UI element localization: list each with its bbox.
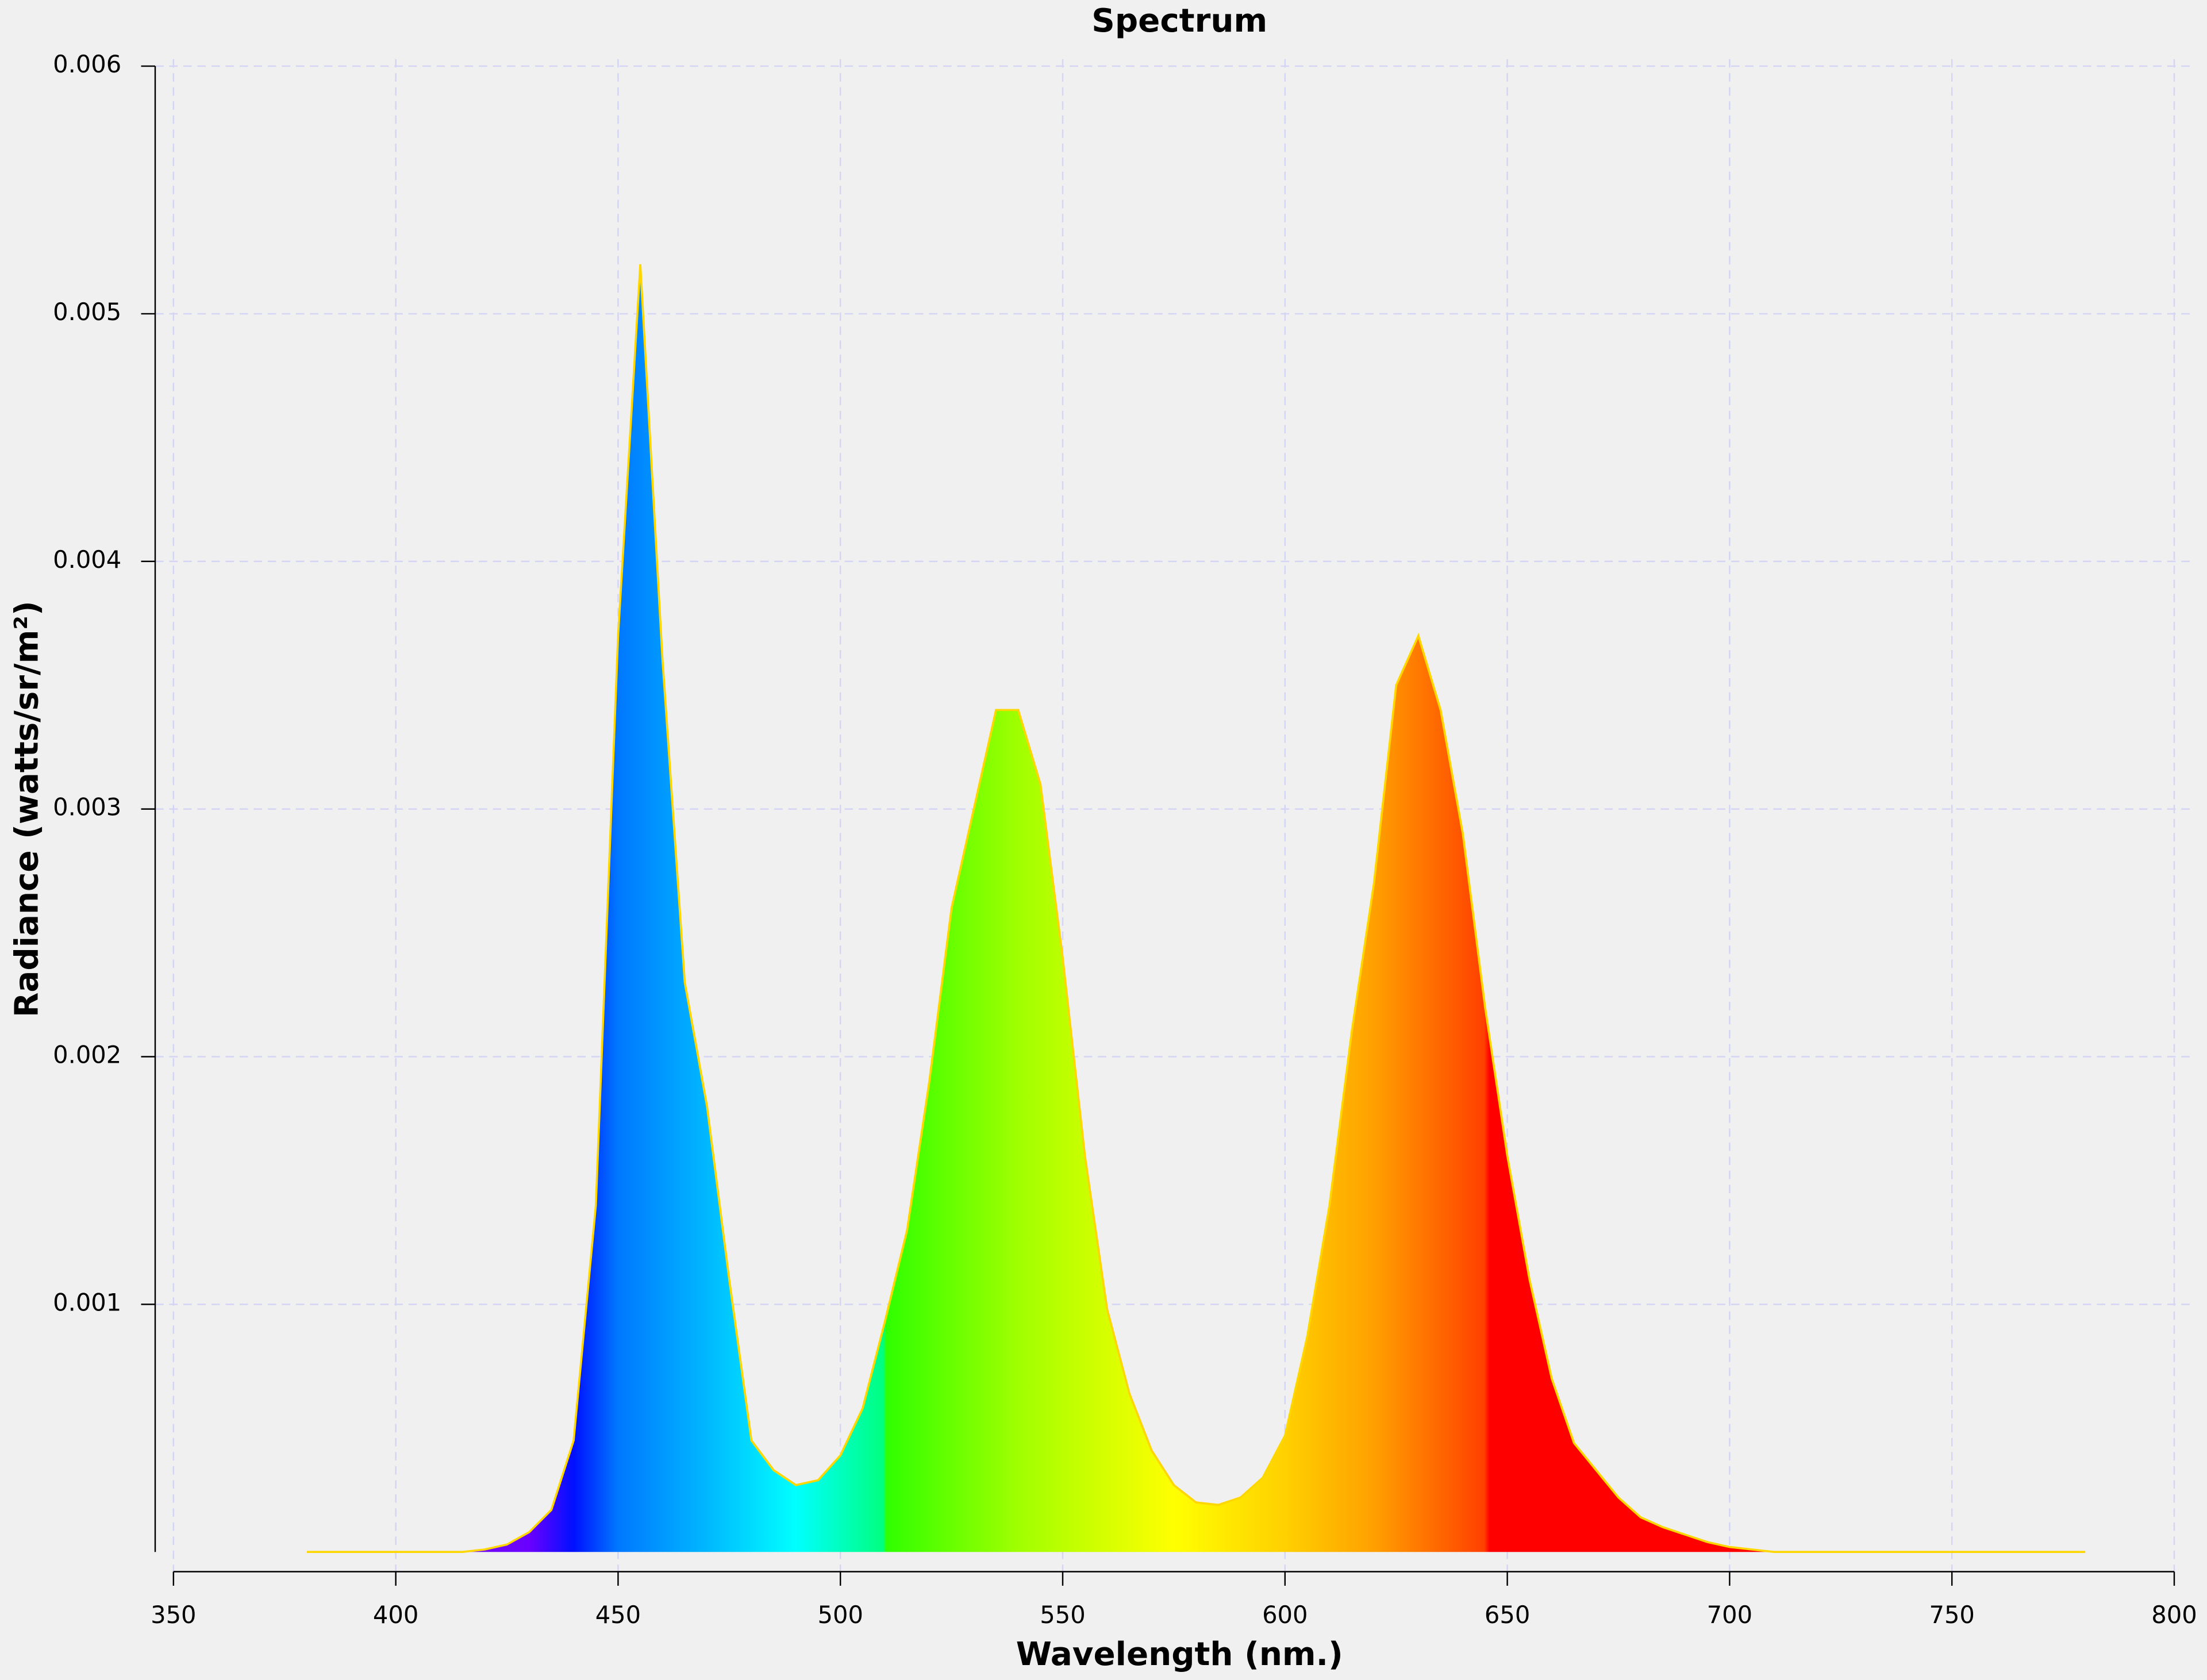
line [306, 264, 2086, 1554]
y-tick-label: 0.001 [53, 1288, 121, 1316]
x-tick-label: 550 [1040, 1601, 1085, 1629]
x-tick-label: 500 [817, 1601, 863, 1629]
x-tick-label: 750 [1929, 1601, 1974, 1629]
axes: 0.001 0.002 0.003 0.004 0.005 0.006 350 400 450 5… [53, 50, 2197, 1629]
x-tick-label: 800 [2151, 1601, 2197, 1629]
y-tick-label: 0.003 [53, 793, 121, 821]
chart-title: Spectrum [1091, 2, 1267, 40]
y-tick-label: 0.002 [53, 1041, 121, 1069]
y-axis-label: Radiance (watts/sr/m²) [8, 601, 45, 1017]
x-axis-label: Wavelength (nm.) [1016, 1636, 1343, 1673]
y-tick-label: 0.004 [53, 545, 121, 574]
x-tick-label: 650 [1485, 1601, 1530, 1629]
y-tick-label: 0.006 [53, 50, 121, 78]
area [306, 264, 2086, 1552]
x-tick-label: 450 [595, 1601, 641, 1629]
grid [155, 59, 2196, 1572]
x-tick-label: 400 [373, 1601, 418, 1629]
x-tick-label: 350 [151, 1601, 196, 1629]
x-tick-label: 600 [1262, 1601, 1308, 1629]
y-tick-label: 0.005 [53, 298, 121, 326]
x-tick-label: 700 [1707, 1601, 1752, 1629]
plot-area [306, 264, 2086, 1554]
